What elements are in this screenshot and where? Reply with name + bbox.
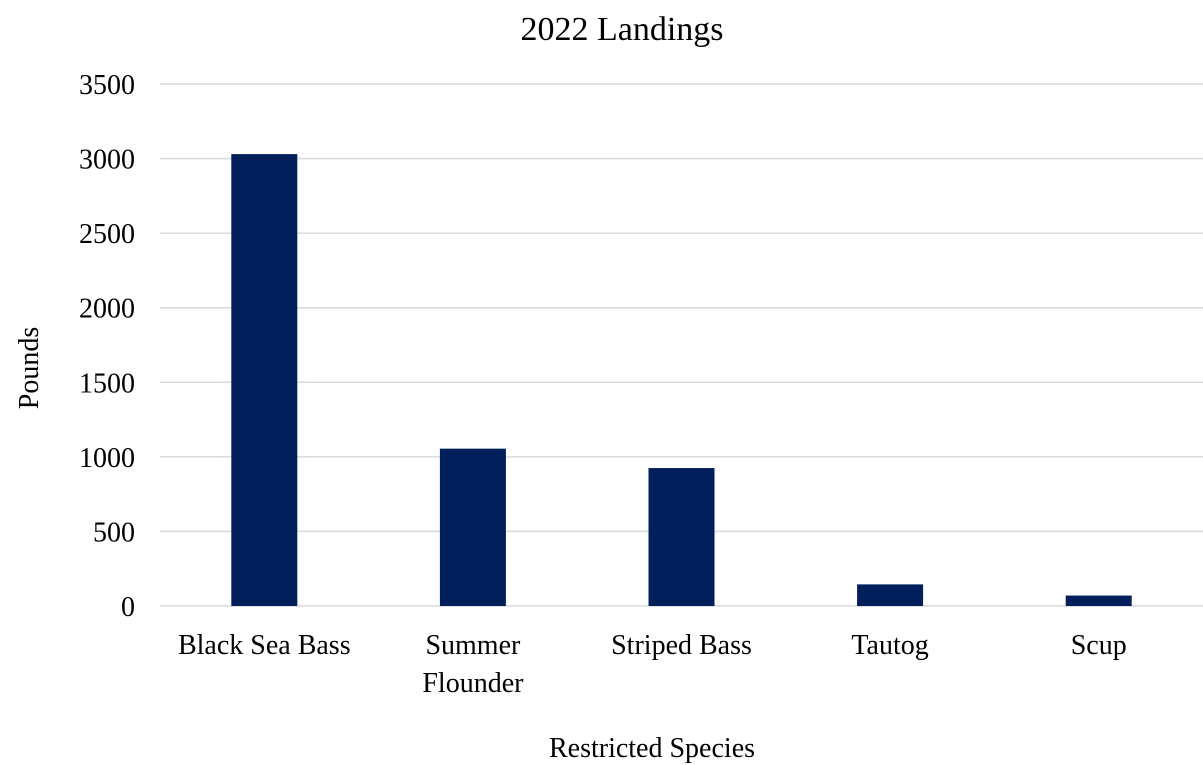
x-category-label: Summer Flounder — [422, 630, 524, 699]
y-tick-label: 500 — [93, 517, 135, 548]
gridlines — [160, 83, 1203, 607]
y-tick-label: 3000 — [79, 145, 135, 176]
bar — [439, 448, 506, 606]
y-tick-label: 2500 — [79, 219, 135, 250]
x-category-label: Tautog — [851, 630, 928, 661]
chart-title: 2022 Landings — [520, 11, 723, 48]
y-tick-label: 1000 — [79, 443, 135, 474]
bar — [1065, 595, 1132, 606]
bars — [231, 154, 1132, 606]
y-axis-ticks: 0 500 1000 1500 2000 2500 3000 3500 — [79, 70, 135, 623]
bar — [231, 154, 298, 606]
y-tick-label: 2000 — [79, 294, 135, 325]
bar — [648, 468, 715, 606]
y-axis-title: Pounds — [14, 327, 45, 409]
bar — [857, 584, 924, 606]
x-axis-title: Restricted Species — [549, 733, 755, 764]
x-category-label: Scup — [1071, 630, 1127, 661]
y-tick-label: 1500 — [79, 368, 135, 399]
x-category-label: Black Sea Bass — [178, 630, 351, 661]
x-axis-categories: Black Sea Bass Summer Flounder Striped Bass… — [178, 630, 1127, 699]
y-tick-label: 3500 — [79, 70, 135, 101]
y-tick-label: 0 — [121, 592, 135, 623]
x-category-label: Striped Bass — [611, 630, 752, 661]
